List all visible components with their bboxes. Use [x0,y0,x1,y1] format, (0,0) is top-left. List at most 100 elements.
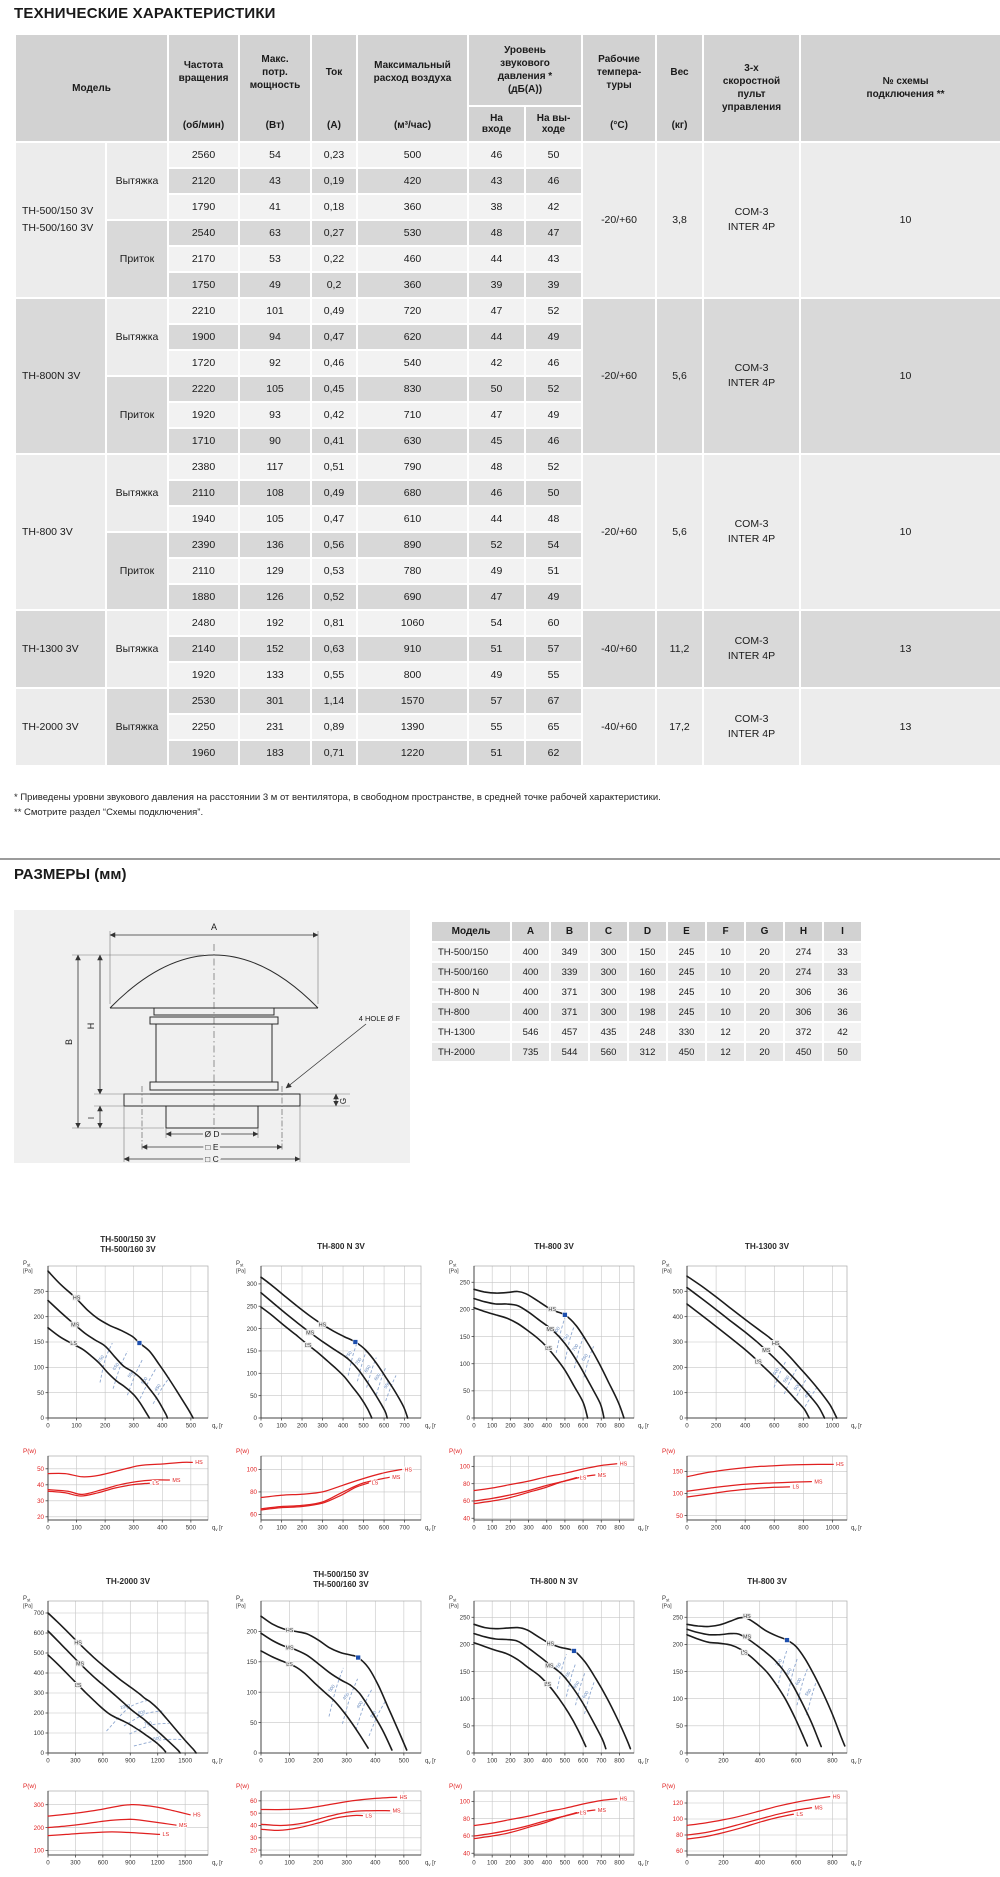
x-axis-label: qv [m³/h] [638,1526,649,1533]
x-tick-label: 800 [798,1525,809,1532]
current-cell: 1,14 [312,689,356,713]
chart-svg: TH-800 N 3V0 100 200 300 400 500 600 7000501001… [236,1242,448,1532]
dims-value-cell: 300 [590,943,627,961]
x-axis-label: qv [m³/h] [425,1424,436,1431]
curve-label-MS: MS [392,1475,400,1481]
y-tick-label: 300 [673,1339,684,1346]
x-tick-label: 400 [740,1525,751,1532]
x-tick-label: 200 [505,1423,516,1430]
airflow-cell: 360 [358,195,467,219]
speed-cell: 2540 [169,221,238,245]
dims-row: TH-500/150 400 349 300 150 245 10 20 274 33 [432,943,861,961]
curve-label-LS: LS [755,1360,762,1366]
x-tick-label: 0 [259,1423,263,1430]
current-cell: 0,51 [312,455,356,479]
x-tick-label: 100 [487,1423,498,1430]
curve-label-LS: LS [75,1683,82,1689]
fan-curve-chart-2: TH-800 N 3V 0 100 200 300 400 500 600 700 0 50 100 1… [223,1232,448,1532]
dims-model-cell: TH-500/160 [432,963,510,981]
x-tick-label: 600 [578,1423,589,1430]
airflow-cell: 500 [358,143,467,167]
model-cell: TH-500/150 3V TH-500/160 3V [16,143,105,297]
curve-label-LS: LS [305,1343,312,1349]
section-divider [0,858,1000,860]
curve-LS [686,1486,791,1498]
x-tick-label: 0 [685,1423,689,1430]
dims-value-cell: 50 [824,1043,861,1061]
curve-label-LS: LS [580,1810,587,1816]
dims-value-cell: 306 [785,983,822,1001]
x-tick-label: 300 [523,1758,534,1765]
speed-cell: 1920 [169,663,238,687]
y-tick-label: 150 [460,1334,471,1341]
speed-curve-label: 700 [775,1658,784,1668]
curve-HS [47,1612,197,1754]
dims-col-header: A [512,922,549,941]
speed-cell: 1710 [169,429,238,453]
scheme-cell: 13 [801,611,1000,687]
y-tick-label: 80 [250,1489,257,1496]
noise-out-cell: 67 [526,689,582,713]
speed-curve-label: 550 [383,1380,392,1390]
curve-LS [473,1307,589,1419]
x-axis-label: qv [m³/h] [425,1861,436,1868]
dims-col-header: F [707,922,744,941]
speed-curve-label: 800 [552,1325,561,1335]
power-cell: 49 [240,273,310,297]
airflow-cell: 360 [358,273,467,297]
dims-col-header: I [824,922,861,941]
curve-MS [260,1476,390,1510]
airflow-cell: 800 [358,663,467,687]
x-tick-label: 400 [338,1423,349,1430]
x-tick-label: 0 [46,1860,50,1867]
temp-cell: -40/+60 [583,689,656,765]
airflow-cell: 690 [358,585,467,609]
x-axis-label: qv [m³/h] [638,1861,649,1868]
speed-curve [129,1722,169,1735]
x-axis-label: qv [m³/h] [212,1424,223,1431]
curve-LS [686,1633,809,1747]
curve-label-MS: MS [76,1662,84,1668]
noise-in-cell: 39 [469,273,524,297]
noise-out-cell: 52 [526,377,582,401]
y-tick-label: 50 [250,1810,257,1817]
x-tick-label: 0 [685,1758,689,1765]
y-axis-label: Pst [23,1596,31,1603]
y-tick-label: 100 [460,1464,471,1471]
y-tick-label: 40 [250,1823,257,1830]
dims-col-header: C [590,922,627,941]
speed-curve [777,1648,788,1689]
power-plot: 0 100 200 300 400 500 600 700 800 40 60 80 100 qv [m³… [449,1783,661,1868]
chart-svg: TH-800 3V0 200 400 600 800050100150200250qv … [662,1577,874,1867]
y-axis-label: Pst [23,1261,31,1268]
y-tick-label: 60 [676,1848,683,1855]
x-tick-label: 400 [338,1525,349,1532]
y-tick-label: 500 [34,1650,45,1657]
noise-in-cell: 47 [469,585,524,609]
power-cell: 54 [240,143,310,167]
dims-value-cell: 306 [785,1003,822,1021]
weight-cell: 17,2 [657,689,703,765]
y-tick-label: 30 [37,1498,44,1505]
mode-cell: Приток [107,377,167,453]
curve-label-MS: MS [306,1330,314,1336]
y-tick-label: 100 [34,1848,45,1855]
dims-row: TH-2000 735 544 560 312 450 12 20 450 50 [432,1043,861,1061]
header-unit: (Вт) [265,119,285,131]
x-tick-label: 100 [487,1758,498,1765]
spec-row: TH-500/150 3V TH-500/160 3V Вытяжка 2560 54… [16,143,1000,297]
y-tick-label: 120 [673,1800,684,1807]
chart-title: TH-500/150 3V [313,1570,369,1579]
curve-LS [260,1306,373,1419]
y-tick-label: 20 [37,1514,44,1521]
fan-curve-chart-1: TH-500/150 3V TH-500/160 3V 0 100 200 300 400 5… [10,1232,235,1532]
dims-header-row: Модель A B C D E F G H I [432,922,861,941]
x-tick-label: 0 [259,1860,263,1867]
y-tick-label: 200 [34,1825,45,1832]
x-tick-label: 300 [523,1525,534,1532]
x-tick-label: 200 [711,1423,722,1430]
temp-cell: -20/+60 [583,299,656,453]
spec-row: 2110 108 0,49 680 46 50 [16,481,1000,505]
col-header-scheme: № схемы подключения ** [801,35,1000,141]
curve-MS [686,1286,826,1419]
